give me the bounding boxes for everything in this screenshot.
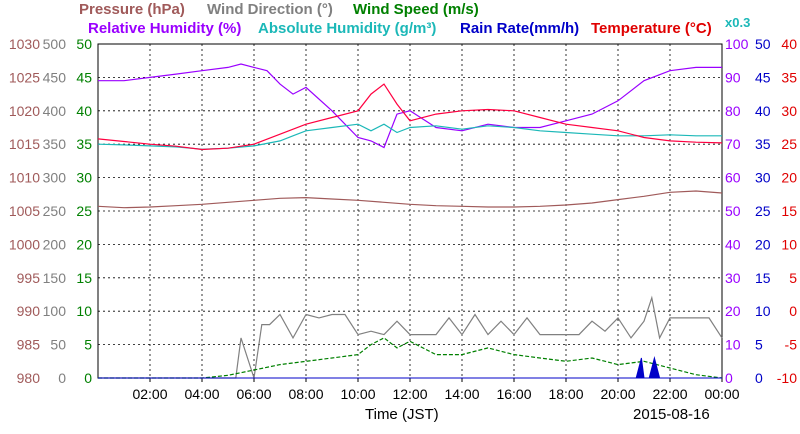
y-tick-label-wind-direction: 300: [43, 170, 67, 186]
y-tick-label-pressure: 1015: [9, 136, 40, 152]
y-tick-label-relative-humidity: 30: [725, 270, 741, 286]
y-tick-label-pressure: 985: [17, 337, 41, 353]
x-tick-label: 02:00: [132, 386, 167, 402]
y-tick-label-relative-humidity: 60: [725, 170, 741, 186]
y-tick-label-rain-rate: 30: [755, 170, 771, 186]
series-wind-speed-m-s: [98, 337, 723, 379]
y-tick-label-wind-direction: 350: [43, 136, 67, 152]
x-tick-label: 10:00: [340, 386, 375, 402]
y-tick-label-temperature: 15: [781, 203, 797, 219]
series-relative-humidity: [98, 63, 722, 149]
date-label: 2015-08-16: [633, 406, 710, 423]
y-tick-label-rain-rate: 0: [755, 370, 763, 386]
series-wind-direction: [98, 295, 723, 379]
y-tick-label-wind-speed: 50: [76, 36, 92, 52]
y-tick-label-temperature: 20: [781, 170, 797, 186]
y-tick-label-temperature: 40: [781, 36, 797, 52]
y-tick-label-rain-rate: 25: [755, 203, 771, 219]
x-tick-label: 06:00: [236, 386, 271, 402]
x-axis-title: Time (JST): [365, 406, 439, 423]
y-tick-label-pressure: 990: [17, 303, 41, 319]
y-tick-label-temperature: 5: [789, 270, 797, 286]
legend-rain-rate: Rain Rate(mm/h): [460, 20, 580, 37]
y-tick-label-temperature: 30: [781, 103, 797, 119]
y-tick-label-temperature: -5: [785, 337, 798, 353]
legend-pressure: Pressure (hPa): [79, 1, 185, 18]
y-tick-label-wind-speed: 40: [76, 103, 92, 119]
y-tick-label-temperature: 10: [781, 236, 797, 252]
y-tick-label-wind-direction: 250: [43, 203, 67, 219]
y-tick-label-relative-humidity: 90: [725, 69, 741, 85]
y-tick-label-pressure: 1025: [9, 69, 40, 85]
y-tick-label-temperature: 0: [789, 303, 797, 319]
x-tick-label: 04:00: [184, 386, 219, 402]
y-tick-label-relative-humidity: 20: [725, 303, 741, 319]
y-tick-label-pressure: 1005: [9, 203, 40, 219]
legend-ah-factor: x0.3: [725, 15, 751, 30]
legend-wind-speed: Wind Speed (m/s): [353, 1, 479, 18]
y-tick-label-temperature: -10: [777, 370, 797, 386]
x-tick-label: 20:00: [600, 386, 635, 402]
y-tick-label-relative-humidity: 10: [725, 337, 741, 353]
legend-absolute-humidity: Absolute Humidity (g/m³): [258, 20, 437, 37]
y-tick-label-pressure: 1020: [9, 103, 40, 119]
y-tick-label-pressure: 1010: [9, 170, 40, 186]
y-tick-label-rain-rate: 45: [755, 69, 771, 85]
y-tick-label-wind-direction: 50: [50, 337, 66, 353]
legend-relative-humidity: Relative Humidity (%): [88, 20, 242, 37]
y-tick-label-wind-speed: 5: [84, 337, 92, 353]
legend-temperature: Temperature (°C): [591, 20, 712, 37]
y-tick-label-wind-direction: 100: [43, 303, 67, 319]
y-tick-label-rain-rate: 10: [755, 303, 771, 319]
y-tick-label-rain-rate: 35: [755, 136, 771, 152]
y-tick-label-rain-rate: 40: [755, 103, 771, 119]
y-tick-label-relative-humidity: 50: [725, 203, 741, 219]
y-tick-label-rain-rate: 50: [755, 36, 771, 52]
y-tick-label-wind-speed: 45: [76, 69, 92, 85]
y-tick-label-rain-rate: 15: [755, 270, 771, 286]
y-tick-label-wind-direction: 400: [43, 103, 67, 119]
x-tick-label: 12:00: [392, 386, 427, 402]
y-tick-label-wind-direction: 500: [43, 36, 67, 52]
y-tick-label-rain-rate: 20: [755, 236, 771, 252]
y-tick-label-wind-speed: 15: [76, 270, 92, 286]
y-tick-label-wind-direction: 150: [43, 270, 67, 286]
x-tick-label: 14:00: [444, 386, 479, 402]
y-tick-label-pressure: 980: [17, 370, 41, 386]
y-tick-label-wind-speed: 0: [84, 370, 92, 386]
y-tick-label-pressure: 1000: [9, 236, 40, 252]
legend-wind-direction: Wind Direction (°): [207, 1, 333, 18]
y-tick-label-wind-speed: 35: [76, 136, 92, 152]
y-tick-label-rain-rate: 5: [755, 337, 763, 353]
y-tick-label-relative-humidity: 70: [725, 136, 741, 152]
y-tick-label-wind-direction: 200: [43, 236, 67, 252]
y-tick-label-wind-direction: 0: [58, 370, 66, 386]
x-tick-label: 08:00: [288, 386, 323, 402]
y-tick-label-relative-humidity: 100: [725, 36, 749, 52]
series-temperature-c: [97, 83, 723, 151]
y-tick-label-relative-humidity: 80: [725, 103, 741, 119]
y-tick-label-temperature: 25: [781, 136, 797, 152]
y-tick-label-wind-speed: 20: [76, 236, 92, 252]
x-tick-label: 16:00: [496, 386, 531, 402]
y-tick-label-wind-speed: 30: [76, 170, 92, 186]
series-pressure-hpa: [97, 190, 723, 209]
y-tick-label-pressure: 1030: [9, 36, 40, 52]
y-tick-label-temperature: 35: [781, 69, 797, 85]
y-tick-label-pressure: 995: [17, 270, 41, 286]
x-tick-label: 22:00: [652, 386, 687, 402]
x-tick-label: 00:00: [704, 386, 739, 402]
y-tick-label-wind-direction: 450: [43, 69, 67, 85]
y-tick-label-wind-speed: 10: [76, 303, 92, 319]
y-tick-label-relative-humidity: 0: [725, 370, 733, 386]
series-rain-rate-mm-h: [98, 356, 722, 379]
y-tick-label-wind-speed: 25: [76, 203, 92, 219]
y-tick-label-relative-humidity: 40: [725, 236, 741, 252]
x-tick-label: 18:00: [548, 386, 583, 402]
